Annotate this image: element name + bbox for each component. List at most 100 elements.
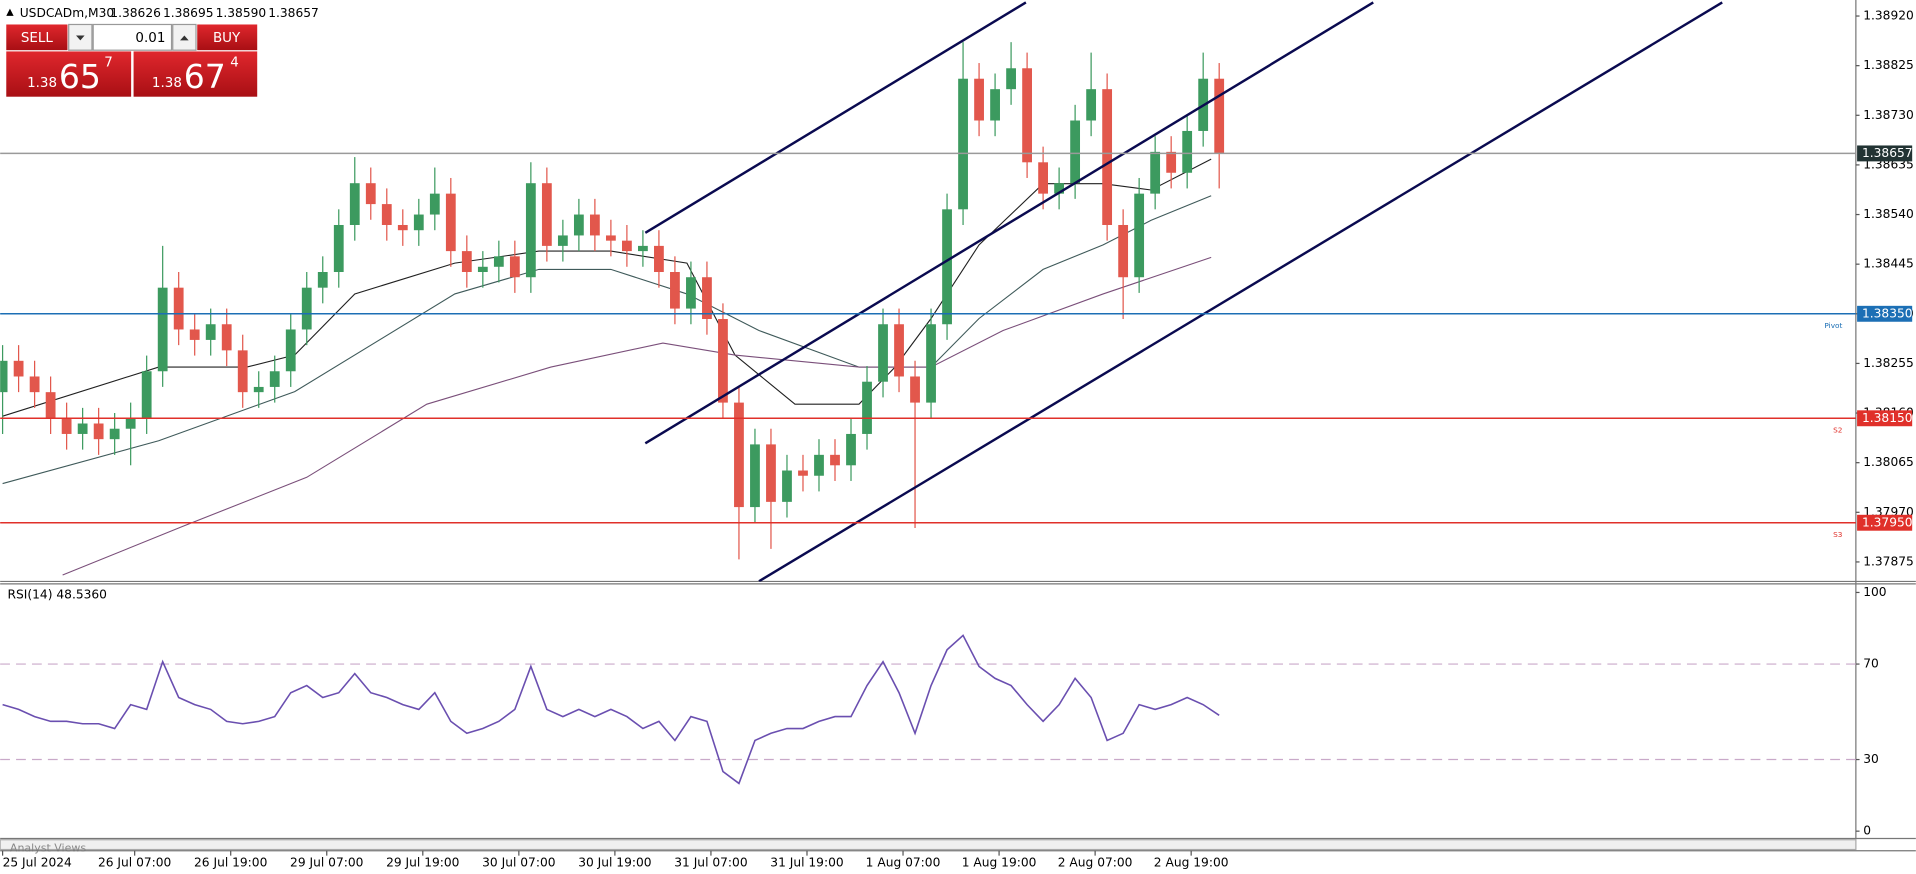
candle-body (942, 209, 952, 325)
x-tick-label: 1 Aug 19:00 (962, 855, 1037, 869)
x-tick-label: 25 Jul 2024 (3, 855, 72, 869)
candle-body (477, 266, 488, 273)
candle-body (1054, 183, 1065, 194)
candle-body (1086, 89, 1097, 121)
candle-body (878, 324, 888, 382)
candle-body (1166, 151, 1177, 173)
candle-body (830, 454, 840, 466)
ask-pips[interactable]: 67 (184, 57, 226, 96)
ask-big[interactable]: 1.38 (152, 76, 182, 91)
y-tick-label: 1.38255 (1863, 356, 1914, 370)
x-tick-label: 31 Jul 19:00 (770, 855, 843, 869)
y-tick-label: 1.38920 (1863, 9, 1914, 23)
collapse-icon[interactable] (6, 8, 14, 16)
candle-body (525, 183, 536, 278)
candle-body (301, 287, 312, 330)
lot-input[interactable] (92, 23, 173, 51)
candle-body (413, 214, 424, 231)
candle-body (670, 272, 680, 309)
y-tick-label: 1.37875 (1863, 554, 1914, 568)
candle-body (173, 287, 184, 330)
x-tick-label: 30 Jul 07:00 (482, 855, 555, 869)
sell-label[interactable]: SELL (21, 31, 54, 46)
candle-body (1070, 120, 1081, 184)
candle-body (718, 319, 728, 403)
y-tick-label: 1.38065 (1863, 455, 1914, 469)
rsi-line (2, 634, 1220, 785)
analyst-views[interactable]: Analyst Views (10, 841, 86, 854)
bid-point[interactable]: 7 (104, 55, 113, 70)
candle-body (1038, 162, 1048, 194)
candle-body (638, 245, 648, 252)
sell-button[interactable] (6, 24, 68, 51)
candle-body (429, 193, 440, 215)
candle-body (381, 204, 392, 225)
level-tag: S3 (1833, 530, 1843, 539)
price-label-box (1857, 305, 1913, 322)
candle-body (29, 376, 40, 393)
bid-box[interactable] (6, 51, 132, 97)
candle-body (253, 386, 264, 393)
level-tag: S2 (1833, 426, 1842, 435)
ask-point[interactable]: 4 (230, 55, 239, 70)
symbol: USDCADm,M30 (20, 6, 114, 20)
candle-body (13, 360, 24, 377)
open: 1.38626 (110, 6, 161, 20)
candle-body (926, 324, 936, 403)
moving-average (62, 256, 1212, 576)
bid-big[interactable]: 1.38 (27, 76, 57, 91)
candle-body (269, 371, 280, 387)
trend-line (644, 1, 1027, 234)
x-tick-label: 31 Jul 07:00 (674, 855, 747, 869)
candle-body (1022, 68, 1032, 163)
buy-button[interactable] (197, 24, 258, 51)
moving-average (2, 195, 1212, 485)
candle-body (1134, 193, 1145, 278)
candle-body (1118, 224, 1129, 278)
candle-body (798, 470, 808, 476)
candle-body (189, 329, 200, 340)
y-tick-label: 1.38540 (1863, 207, 1914, 221)
x-tick-label: 2 Aug 19:00 (1154, 855, 1229, 869)
x-tick-label: 26 Jul 19:00 (194, 855, 267, 869)
x-tick-label: 30 Jul 19:00 (578, 855, 651, 869)
lot-value[interactable]: 0.01 (135, 31, 165, 46)
candle-body (910, 376, 920, 403)
analyst-strip[interactable] (0, 839, 1857, 851)
candle-body (846, 433, 856, 466)
candle-body (654, 245, 664, 273)
buy-label[interactable]: BUY (213, 31, 241, 46)
price-label-box (1857, 514, 1913, 531)
candle-body (205, 324, 216, 340)
candle-body (622, 240, 632, 252)
bid-pips[interactable]: 65 (59, 57, 101, 96)
y-tick-label: 1.38445 (1863, 257, 1914, 271)
y-tick-label: 30 (1863, 752, 1879, 766)
level-tag: Pivot (1824, 321, 1842, 330)
candle-body (766, 444, 776, 502)
candle-body (157, 287, 168, 372)
candle-body (541, 183, 552, 246)
candle-body (573, 214, 584, 236)
candle-body (333, 224, 344, 273)
candle-body (557, 235, 568, 246)
candle-body (509, 256, 520, 278)
candle-body (221, 324, 232, 351)
lot-down-icon[interactable] (76, 35, 85, 41)
high: 1.38695 (163, 6, 214, 20)
candle-body (445, 193, 456, 252)
lot-up-icon[interactable] (180, 35, 189, 41)
price-label-box (1857, 410, 1913, 427)
x-tick-label: 26 Jul 07:00 (98, 855, 171, 869)
close: 1.38657 (268, 6, 319, 20)
candle-body (93, 423, 104, 440)
x-tick-label: 29 Jul 19:00 (386, 855, 459, 869)
candle-body (109, 428, 120, 440)
candle-body (493, 256, 504, 267)
candle-body (0, 360, 8, 393)
candle-body (750, 444, 760, 508)
candle-body (894, 324, 904, 377)
candle-body (1150, 151, 1161, 194)
ask-box[interactable] (133, 51, 258, 97)
